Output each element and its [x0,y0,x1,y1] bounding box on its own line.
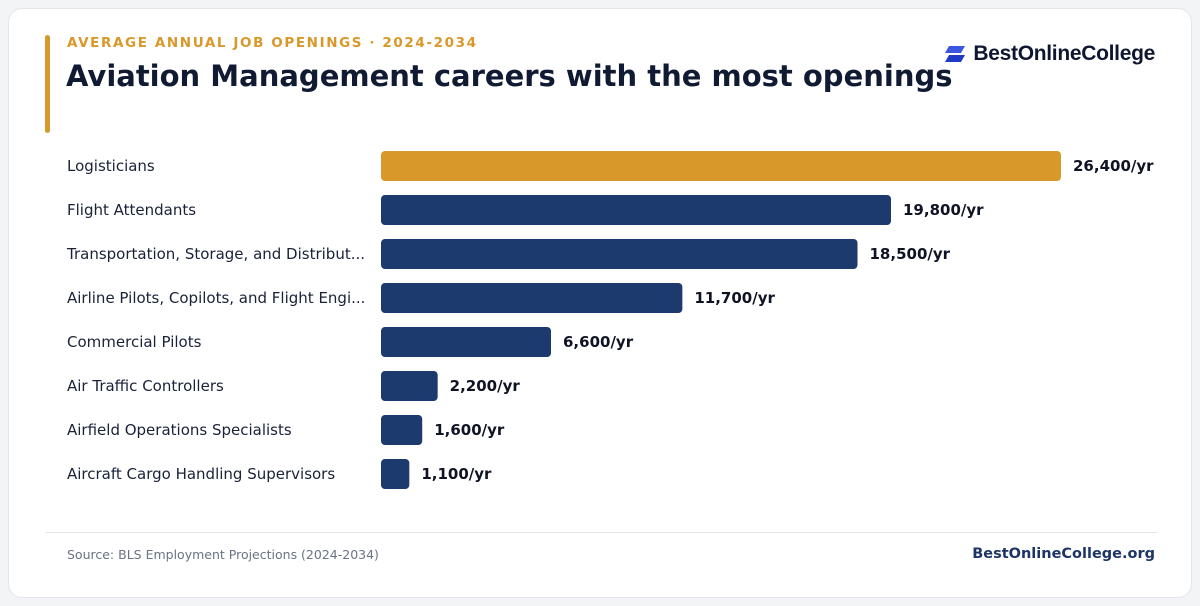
value-label: 26,400/yr [1073,157,1154,175]
value-label: 1,100/yr [421,465,492,483]
bar [381,151,1061,181]
category-label: Logisticians [67,157,155,175]
source-note: Source: BLS Employment Projections (2024… [67,547,379,562]
category-label: Airfield Operations Specialists [67,421,292,439]
chart-title: Aviation Management careers with the mos… [66,59,953,93]
brand-name: BestOnlineCollege [973,42,1155,65]
value-label: 2,200/yr [450,377,521,395]
category-label: Airline Pilots, Copilots, and Flight Eng… [67,289,365,307]
category-label: Commercial Pilots [67,333,202,351]
bar [381,371,438,401]
bar [381,327,551,357]
bar [381,195,891,225]
value-label: 1,600/yr [434,421,505,439]
value-label: 18,500/yr [870,245,951,263]
bar [381,459,410,489]
accent-bar [45,35,50,133]
category-label: Flight Attendants [67,201,196,219]
chart-card: AVERAGE ANNUAL JOB OPENINGS · 2024-2034 … [8,8,1192,598]
value-label: 11,700/yr [694,289,775,307]
site-link[interactable]: BestOnlineCollege.org [972,546,1155,562]
footer-divider [45,532,1157,533]
chart-subtitle: AVERAGE ANNUAL JOB OPENINGS · 2024-2034 [67,35,478,51]
category-label: Air Traffic Controllers [67,377,224,395]
category-label: Aircraft Cargo Handling Supervisors [67,465,335,483]
logo-mark-icon [945,46,966,62]
value-label: 6,600/yr [563,333,634,351]
bar [381,283,683,313]
brand-logo[interactable]: BestOnlineCollege [943,41,1155,67]
value-label: 19,800/yr [903,201,984,219]
category-label: Transportation, Storage, and Distribut..… [66,245,365,263]
bar-chart: Logisticians 26,400/yr Flight Attendants 19… [66,151,1154,489]
bar [381,415,423,445]
bar [381,239,858,269]
